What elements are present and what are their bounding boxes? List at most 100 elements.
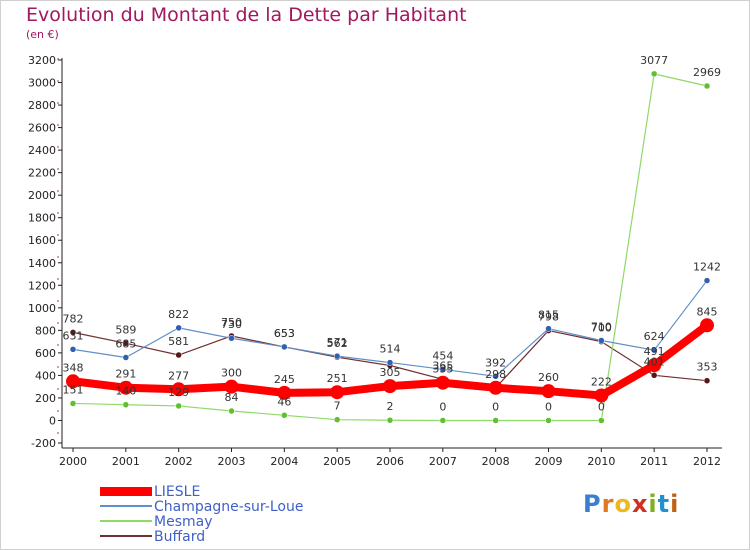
data-label: 454 bbox=[432, 349, 453, 362]
data-point bbox=[650, 372, 658, 379]
data-label: 0 bbox=[492, 400, 499, 413]
data-label: 260 bbox=[538, 371, 559, 384]
data-point bbox=[122, 340, 130, 347]
data-label: 845 bbox=[697, 305, 718, 318]
x-tick-label: 2000 bbox=[59, 455, 87, 468]
data-point bbox=[69, 329, 77, 336]
x-tick-label: 2002 bbox=[165, 455, 193, 468]
legend-swatch bbox=[100, 520, 152, 522]
data-point bbox=[492, 373, 499, 380]
data-point bbox=[171, 382, 186, 397]
data-label: 151 bbox=[63, 383, 84, 396]
legend-label: LIESLE bbox=[154, 484, 201, 500]
y-tick-label: 800 bbox=[35, 324, 56, 337]
data-point bbox=[598, 417, 605, 424]
data-label: 401 bbox=[644, 355, 665, 368]
data-point bbox=[122, 354, 130, 361]
data-label: 353 bbox=[697, 361, 718, 374]
data-label: 750 bbox=[221, 316, 242, 329]
axes: -200020040060080010001200140016001800200… bbox=[28, 54, 722, 468]
data-point bbox=[700, 318, 714, 333]
chart-title: Evolution du Montant de la Dette par Hab… bbox=[26, 4, 467, 26]
data-point bbox=[330, 385, 345, 400]
y-tick-label: 1800 bbox=[28, 212, 56, 225]
data-label: 562 bbox=[327, 337, 348, 350]
data-label: 245 bbox=[274, 373, 295, 386]
data-label: 700 bbox=[591, 322, 612, 335]
data-label: 2 bbox=[387, 400, 394, 413]
chart-unit: (en €) bbox=[26, 28, 59, 41]
data-point bbox=[175, 402, 182, 410]
x-tick-label: 2009 bbox=[535, 455, 563, 468]
data-label: 710 bbox=[591, 320, 612, 333]
data-label: 1242 bbox=[693, 261, 721, 274]
data-label: 140 bbox=[115, 385, 136, 398]
data-point bbox=[383, 379, 397, 394]
data-label: 2969 bbox=[693, 66, 721, 79]
x-tick-label: 2011 bbox=[640, 455, 668, 468]
data-point bbox=[492, 417, 499, 424]
data-point bbox=[122, 401, 130, 408]
data-point bbox=[66, 374, 80, 389]
legend-label: Buffard bbox=[154, 529, 206, 545]
data-label: 392 bbox=[485, 356, 506, 369]
data-label: 365 bbox=[432, 359, 453, 372]
logo-letter: t bbox=[657, 490, 671, 518]
data-point bbox=[228, 334, 235, 342]
x-tick-label: 2005 bbox=[323, 455, 351, 468]
legend-swatch bbox=[100, 505, 152, 507]
data-point bbox=[333, 416, 341, 423]
y-tick-label: 2400 bbox=[28, 144, 56, 157]
data-label: 571 bbox=[327, 336, 348, 349]
data-point bbox=[175, 324, 182, 332]
data-label: 685 bbox=[115, 338, 136, 351]
data-point bbox=[703, 377, 711, 384]
data-point bbox=[650, 70, 658, 78]
data-label: 3077 bbox=[640, 54, 668, 67]
y-tick-label: 2800 bbox=[28, 99, 56, 112]
data-label: 581 bbox=[168, 335, 189, 348]
data-point bbox=[545, 325, 552, 332]
logo-letter: i bbox=[648, 490, 658, 518]
data-point bbox=[386, 359, 394, 366]
x-tick-label: 2004 bbox=[270, 455, 298, 468]
data-point bbox=[228, 407, 235, 415]
data-point bbox=[333, 352, 341, 360]
data-point bbox=[435, 375, 450, 390]
x-tick-label: 2012 bbox=[693, 455, 721, 468]
data-point bbox=[703, 277, 711, 284]
y-tick-label: 1000 bbox=[28, 302, 56, 315]
x-tick-label: 2010 bbox=[587, 455, 615, 468]
logo-letter: P bbox=[583, 490, 602, 518]
data-label: 730 bbox=[221, 318, 242, 331]
data-label: 0 bbox=[598, 400, 605, 413]
data-label: 277 bbox=[168, 369, 189, 382]
data-point bbox=[69, 400, 77, 407]
data-point bbox=[175, 351, 182, 359]
data-label: 0 bbox=[439, 400, 446, 413]
data-point bbox=[703, 82, 711, 90]
data-point bbox=[224, 379, 239, 394]
data-point bbox=[386, 416, 394, 424]
data-label: 798 bbox=[538, 311, 559, 324]
legend-label: Mesmay bbox=[154, 514, 213, 530]
y-tick-label: 2200 bbox=[28, 167, 56, 180]
data-label: 631 bbox=[63, 329, 84, 342]
data-label: 335 bbox=[432, 363, 453, 376]
x-tick-label: 2003 bbox=[218, 455, 246, 468]
data-label: 514 bbox=[380, 343, 401, 356]
y-tick-label: 600 bbox=[35, 347, 56, 360]
data-point bbox=[598, 337, 605, 344]
data-label: 815 bbox=[538, 309, 559, 322]
y-tick-label: 400 bbox=[35, 369, 56, 382]
data-label: 300 bbox=[221, 367, 242, 380]
data-label: 129 bbox=[168, 386, 189, 399]
legend-swatch bbox=[100, 487, 152, 496]
data-label: 7 bbox=[334, 400, 341, 413]
y-tick-label: 0 bbox=[49, 414, 56, 427]
data-point bbox=[545, 417, 552, 424]
legend-swatch bbox=[100, 535, 152, 537]
logo-letter: o bbox=[614, 490, 632, 518]
